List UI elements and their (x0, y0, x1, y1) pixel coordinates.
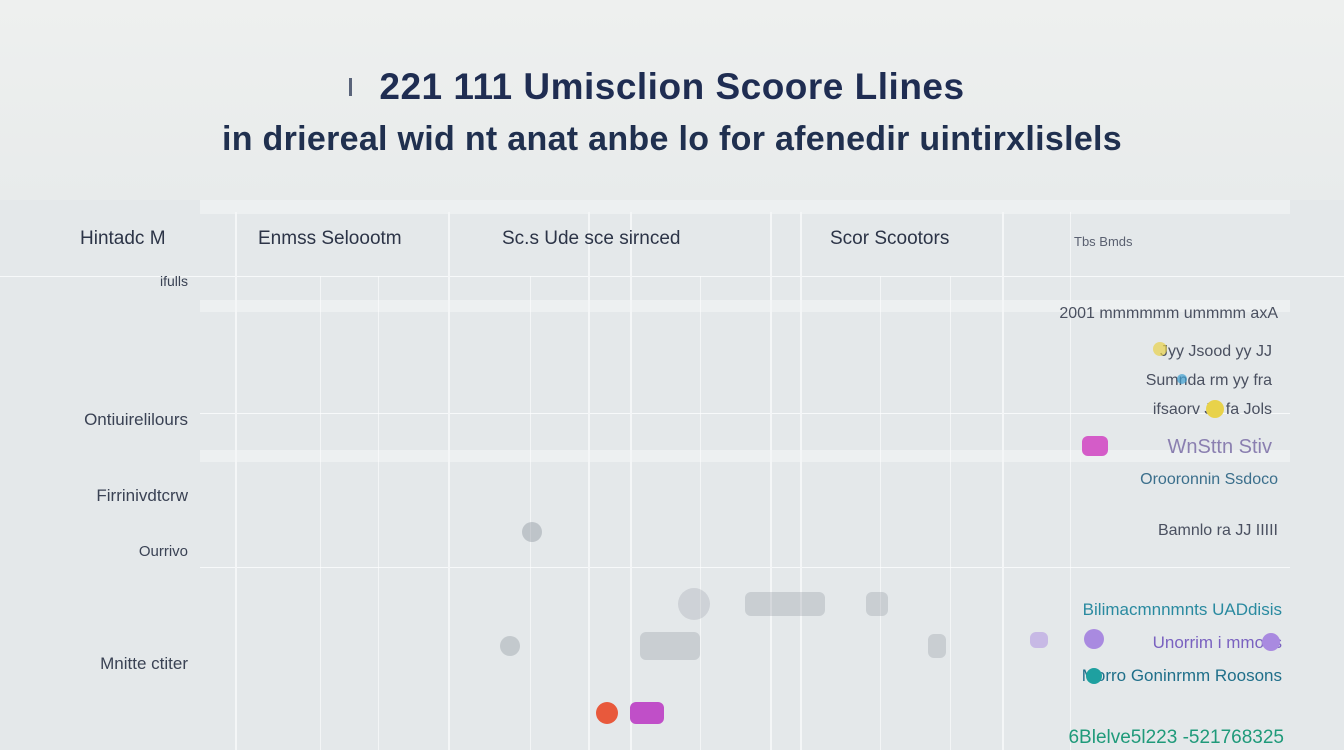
lavender-marker-pill (1030, 632, 1048, 648)
right-entry: Bamnlo ra JJ IIIII (1157, 522, 1278, 539)
title-band (0, 0, 1344, 200)
grid-line (320, 276, 321, 750)
page-title: 221 111 Umisclion Scoore Llines (379, 66, 965, 107)
right-entry: Morro Goninrmm Roosons (1081, 666, 1282, 685)
yellow-marker-dot (1153, 342, 1167, 356)
row-label: Ontiuirelilours (84, 410, 188, 429)
title-tick-mark (349, 78, 352, 96)
faint-marker-pill (928, 634, 946, 658)
column-header: Sc.s Ude sce sirnced (502, 228, 681, 249)
right-entry: Bilimacmnnmnts UADdisis (1082, 600, 1282, 619)
faint-marker-pill (640, 632, 700, 660)
lavender-marker-dot (1262, 633, 1280, 651)
column-divider (770, 212, 772, 750)
right-entry: 6Blelve5l223 -521768325 (1068, 727, 1284, 748)
grid-line (950, 276, 951, 750)
column-divider (235, 212, 237, 750)
row-label: Ourrivo (138, 543, 188, 560)
grid-line (880, 276, 881, 750)
right-entry: WnSttn Stiv (1167, 436, 1272, 458)
lavender-marker-dot (1084, 629, 1104, 649)
orange-marker-dot (596, 702, 618, 724)
faint-marker-dot (500, 636, 520, 656)
row-divider (200, 413, 1290, 414)
grid-line (1070, 212, 1071, 750)
column-header: Tbs Bmds (1074, 234, 1133, 249)
page-subtitle: in driereal wid nt anat anbe lo for afen… (221, 120, 1122, 158)
teal-marker-dot (1086, 668, 1102, 684)
right-entry: Jyy Jsood yy JJ (1159, 343, 1272, 360)
right-entry: 2001 mmmmmm ummmm axA (1059, 305, 1278, 322)
column-header: Hintadc M (80, 228, 166, 249)
column-divider (630, 212, 632, 750)
header-divider (0, 276, 1344, 277)
table-row-band (200, 450, 1290, 462)
row-label: Firrinivdtcrw (96, 486, 188, 505)
grid-line (378, 276, 379, 750)
column-divider (800, 212, 802, 750)
purple-marker-pill (630, 702, 664, 724)
row-label: ifulls (159, 273, 188, 289)
column-divider (1002, 212, 1004, 750)
yellow-marker-dot (1206, 400, 1224, 418)
faint-marker-dot (522, 522, 542, 542)
blue-marker-dot (1177, 374, 1187, 384)
table-top-band (200, 200, 1290, 214)
faint-marker-pill (866, 592, 888, 616)
column-divider (448, 212, 450, 750)
right-entry: Unorrim i mmons (1152, 633, 1282, 652)
column-header: Scor Scootors (830, 228, 950, 249)
column-header: Enmss Seloootm (258, 228, 402, 249)
grid-line (700, 276, 701, 750)
right-entry: Orooronnin Ssdoco (1140, 471, 1278, 488)
grid-line (530, 276, 531, 750)
score-table (0, 200, 1344, 750)
row-label: Mnitte ctiter (100, 654, 188, 673)
right-entry: Sumnda rm yy fra (1145, 372, 1272, 389)
faint-marker-dot (678, 588, 710, 620)
table-row-band (200, 300, 1290, 312)
column-divider (588, 212, 590, 750)
faint-marker-pill (745, 592, 825, 616)
row-divider (200, 567, 1290, 568)
pink-marker-pill (1082, 436, 1108, 456)
